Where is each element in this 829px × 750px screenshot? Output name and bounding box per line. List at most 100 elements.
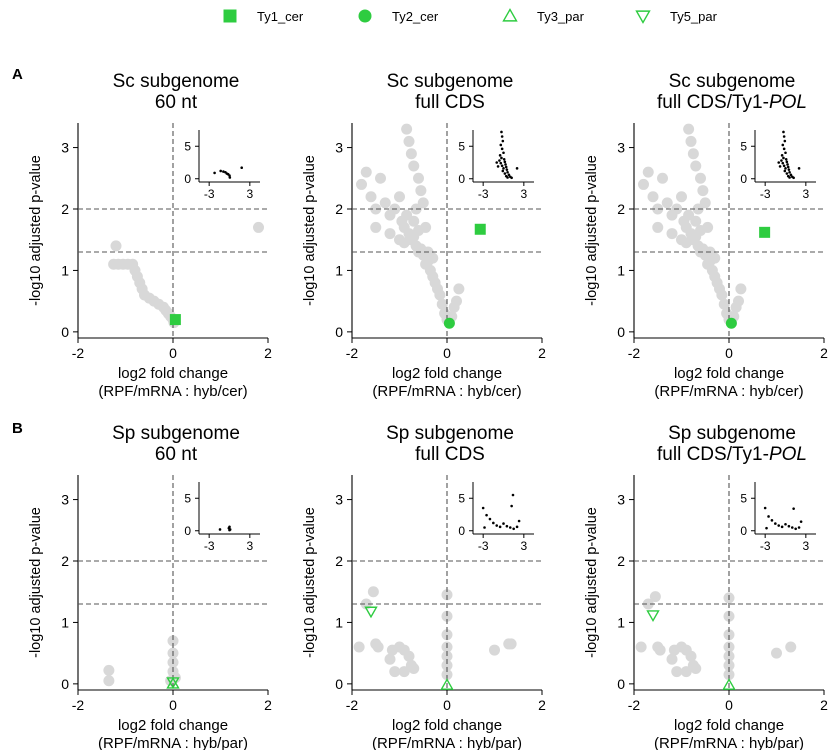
y-tick-label: 1 (61, 614, 69, 630)
inset-point (222, 170, 225, 173)
inset-point (788, 176, 791, 179)
data-point (365, 191, 377, 203)
inset-point (485, 513, 488, 517)
data-point (167, 635, 179, 647)
inset-point (783, 139, 787, 143)
legend-marker-ty5_par (635, 10, 651, 24)
x-tick-label: -2 (72, 697, 85, 713)
plot-title-line1: Sp subgenome (668, 423, 796, 444)
legend-label-ty3_par: Ty3_par (537, 9, 585, 24)
data-point (420, 221, 432, 233)
data-point (441, 669, 453, 681)
inset-y-tick-label: 5 (740, 139, 747, 153)
data-point (671, 666, 683, 678)
x-axis-label: log2 fold change (392, 717, 502, 734)
inset-point (782, 164, 786, 168)
data-point (103, 664, 115, 676)
data-point (489, 644, 500, 656)
x-tick-label: -2 (346, 697, 359, 713)
y-tick-label: 2 (335, 201, 343, 217)
data-point (441, 650, 453, 662)
highlight-ty1_cer (169, 314, 181, 326)
x-tick-label: 0 (725, 345, 733, 361)
inset-point (777, 161, 781, 164)
inset-point (500, 130, 503, 134)
inset-point (792, 507, 795, 510)
plot-title-line1: Sc subgenome (387, 71, 514, 92)
x-tick-label: 2 (264, 697, 272, 713)
x-tick-label: 2 (264, 345, 272, 361)
inset-x-tick-label: -3 (204, 539, 215, 553)
inset-y-tick-label: 0 (184, 524, 191, 538)
data-point (735, 283, 747, 295)
data-point (110, 240, 122, 252)
inset-x-tick-label: 3 (520, 539, 527, 553)
x-tick-label: 0 (169, 345, 177, 361)
inset-y-tick-label: 5 (458, 491, 465, 505)
inset-y-tick-label: 5 (184, 139, 191, 153)
inset-point (782, 156, 785, 160)
x-tick-label: 0 (443, 345, 451, 361)
data-point (436, 298, 448, 310)
inset-point (788, 170, 791, 174)
y-axis-label: -log10 adjusted p-value (28, 155, 44, 306)
inset-point (515, 525, 519, 529)
x-axis-label-2: (RPF/mRNA : hyb/cer) (98, 383, 247, 400)
inset-point (510, 176, 513, 180)
data-point (649, 591, 661, 603)
inset-point (505, 168, 509, 171)
inset-point (499, 143, 503, 147)
inset-point (794, 527, 797, 531)
x-axis-label-2: (RPF/mRNA : hyb/par) (98, 735, 248, 750)
inset-point (501, 139, 505, 143)
data-point (403, 135, 415, 147)
data-point (384, 653, 396, 665)
inset-point (767, 515, 770, 518)
inset-point (495, 161, 499, 164)
inset-point (483, 526, 486, 529)
x-tick-label: 2 (820, 697, 828, 713)
highlight-ty5_par (364, 606, 378, 619)
plot-title-line1: Sp subgenome (112, 423, 240, 444)
inset-point (502, 167, 505, 170)
inset-point (770, 519, 774, 522)
data-point (403, 650, 415, 662)
inset-point (785, 160, 789, 164)
inset-x-tick-label: -3 (478, 539, 489, 553)
y-tick-label: 1 (335, 262, 343, 278)
highlight-ty2_cer (443, 317, 455, 329)
x-tick-label: 0 (725, 697, 733, 713)
data-point (666, 228, 678, 240)
inset-point (498, 525, 502, 529)
inset-y-tick-label: 5 (184, 491, 191, 505)
legend-label-ty5_par: Ty5_par (670, 9, 718, 24)
inset-point (787, 524, 791, 528)
inset-point (502, 522, 505, 525)
inset-point (782, 147, 786, 151)
inset-x-tick-label: -3 (760, 187, 771, 201)
data-point (427, 252, 439, 264)
plot-title-italic: POL (769, 444, 807, 465)
inset-point (228, 176, 232, 179)
y-tick-label: 3 (61, 492, 69, 508)
y-tick-label: 0 (617, 324, 625, 340)
plot-title-line1: Sp subgenome (386, 423, 514, 444)
data-point (647, 191, 659, 203)
inset-point (782, 135, 786, 138)
x-tick-label: -2 (72, 345, 85, 361)
data-point (661, 197, 673, 209)
data-point (723, 629, 735, 641)
y-tick-label: 2 (335, 553, 343, 569)
inset-point (498, 154, 502, 157)
data-point (709, 252, 721, 264)
inset-y-tick-label: 5 (740, 491, 747, 505)
data-point (687, 148, 699, 160)
inset-plot: -3 3 0 5 (184, 482, 260, 553)
inset-point (511, 493, 515, 497)
data-point (683, 123, 695, 135)
inset-point (505, 524, 509, 528)
